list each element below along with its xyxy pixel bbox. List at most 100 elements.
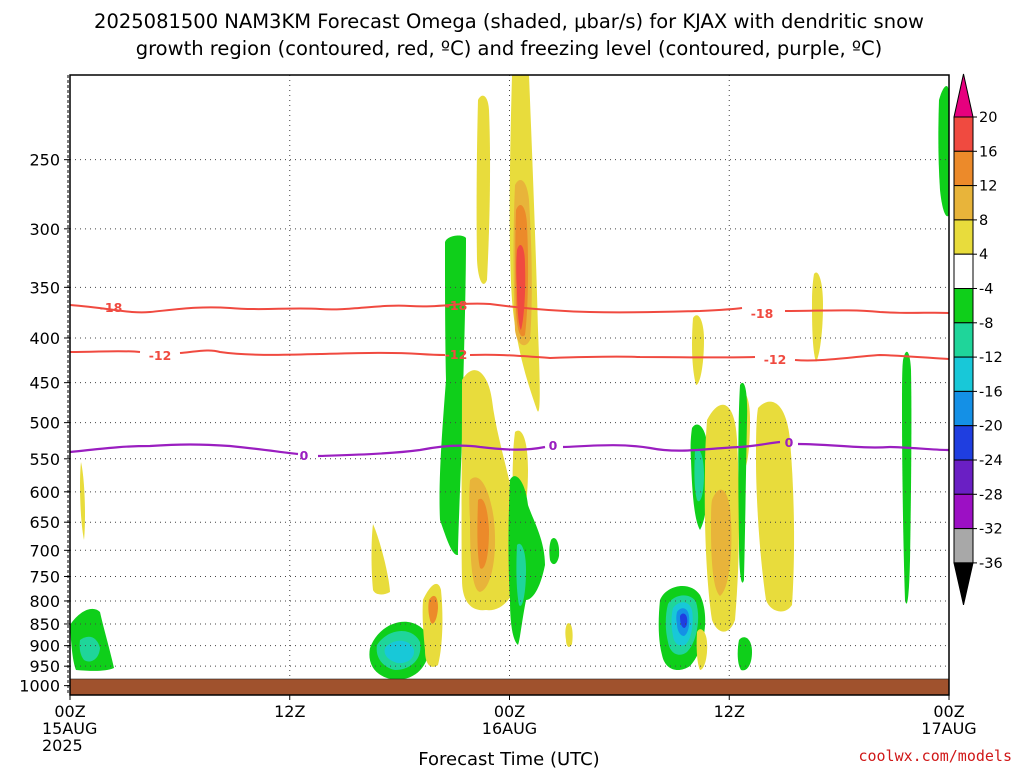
contour-line-freezing	[69, 440, 950, 458]
omega-area	[549, 537, 560, 565]
omega-area	[737, 637, 752, 671]
time-gridlines	[289, 75, 730, 695]
omega-area	[902, 351, 912, 604]
temperature-contours: -18 -18 -18 -12 -12 -12 0 0 0	[69, 298, 950, 463]
omega-area	[756, 401, 795, 612]
pressure-tick-label: 650	[29, 513, 60, 532]
colorbar-tick-label: -20	[979, 419, 1003, 435]
pressure-tick-label: 550	[29, 450, 60, 469]
time-tick-label: 12Z	[274, 702, 305, 721]
pressure-tick-label: 800	[29, 592, 60, 611]
colorbar-tick-label: -24	[979, 453, 1003, 469]
colorbar-swatch	[953, 116, 974, 152]
colorbar-swatch	[953, 322, 974, 358]
pressure-tick-label: 250	[29, 151, 60, 170]
omega-area	[439, 235, 466, 556]
pressure-tick-label: 500	[29, 414, 60, 433]
omega-colorbar: 20 16 12 8 4 -4 -8 -12 -16 -20 -24 -28 -32 -36	[953, 73, 1003, 606]
colorbar-tick-label: -4	[979, 282, 993, 298]
pressure-axis: 250 300 350 400 450 500 550 600 650 700 750 800 850 9…	[19, 151, 70, 696]
credit-text: coolwx.com/models	[858, 747, 1012, 765]
time-tick-label: 15AUG	[42, 719, 97, 738]
plot-area: -18 -18 -18 -12 -12 -12 0 0 0	[67, 74, 950, 696]
pressure-tick-label: 900	[29, 637, 60, 656]
colorbar-swatch	[953, 390, 974, 427]
contour-label-minus18: -18	[751, 306, 774, 321]
colorbar-swatch	[953, 493, 974, 530]
chart-title-line-1: 2025081500 NAM3KM Forecast Omega (shaded…	[94, 10, 924, 33]
omega-area	[696, 629, 708, 670]
time-tick-label: 17AUG	[921, 719, 976, 738]
omega-area	[516, 543, 526, 606]
colorbar-tick-label: 12	[979, 179, 997, 195]
omega-area	[508, 476, 545, 645]
omega-area	[384, 640, 415, 664]
contour-label-freezing: 0	[300, 448, 309, 463]
colorbar-tick-label: -16	[979, 384, 1003, 400]
omega-area	[476, 95, 491, 284]
contour-label-minus18: -18	[445, 298, 468, 313]
omega-area	[694, 448, 704, 502]
time-tick-label: 2025	[42, 736, 83, 755]
terrain-surface	[69, 678, 950, 696]
colorbar-tick-label: -28	[979, 487, 1003, 503]
contour-line-minus18	[69, 302, 950, 314]
pressure-tick-label: 450	[29, 374, 60, 393]
colorbar-tick-label: 20	[979, 110, 997, 126]
time-tick-label: 16AUG	[482, 719, 537, 738]
contour-label-minus12: -12	[149, 348, 172, 363]
colorbar-swatch	[953, 185, 974, 221]
x-axis-label: Forecast Time (UTC)	[418, 749, 599, 768]
omega-area	[938, 85, 949, 217]
colorbar-swatch	[953, 459, 974, 495]
colorbar-bottom-arrow	[953, 562, 974, 606]
colorbar-tick-label: -36	[979, 556, 1003, 572]
contour-line-minus12	[69, 349, 950, 362]
time-tick-label: 00Z	[933, 702, 964, 721]
contour-label-freezing: 0	[785, 435, 794, 450]
time-tick-label: 00Z	[494, 702, 525, 721]
colorbar-tick-label: 8	[979, 213, 988, 229]
omega-area	[692, 315, 704, 385]
omega-area	[565, 623, 573, 647]
colorbar-tick-label: -8	[979, 316, 993, 332]
time-tick-label: 00Z	[54, 702, 85, 721]
omega-shading	[70, 75, 949, 680]
colorbar-tick-label: 16	[979, 144, 997, 160]
pressure-tick-label: 600	[29, 483, 60, 502]
omega-area	[711, 489, 732, 596]
omega-area	[428, 595, 438, 624]
colorbar-swatch	[953, 219, 974, 255]
pressure-tick-label: 850	[29, 615, 60, 634]
pressure-tick-label: 350	[29, 278, 60, 297]
colorbar-tick-label: -32	[979, 522, 1003, 538]
colorbar-swatch	[953, 150, 974, 187]
omega-area	[79, 636, 100, 662]
contour-label-minus12: -12	[445, 347, 468, 362]
colorbar-tick-label: 4	[979, 247, 988, 263]
pressure-tick-label: 300	[29, 220, 60, 239]
contour-label-freezing: 0	[549, 438, 558, 453]
colorbar-swatch	[953, 425, 974, 461]
pressure-tick-label: 950	[29, 657, 60, 676]
pressure-tick-label: 750	[29, 567, 60, 586]
colorbar-swatch	[953, 356, 974, 392]
contour-label-minus12: -12	[764, 352, 787, 367]
pressure-tick-label: 700	[29, 541, 60, 560]
omega-area	[812, 272, 823, 362]
omega-area	[80, 462, 85, 540]
pressure-tick-label: 1000	[19, 677, 60, 696]
pressure-tick-label: 400	[29, 329, 60, 348]
colorbar-tick-label: -12	[979, 350, 1003, 366]
contour-label-minus18: -18	[100, 300, 123, 315]
omega-area	[477, 498, 489, 569]
colorbar-swatch	[953, 253, 974, 289]
time-tick-label: 12Z	[714, 702, 745, 721]
chart-title-line-2: growth region (contoured, red, ºC) and f…	[136, 37, 883, 60]
colorbar-top-arrow	[953, 73, 974, 118]
omega-area	[738, 382, 748, 583]
colorbar-swatch	[953, 288, 974, 324]
colorbar-swatch	[953, 528, 974, 564]
